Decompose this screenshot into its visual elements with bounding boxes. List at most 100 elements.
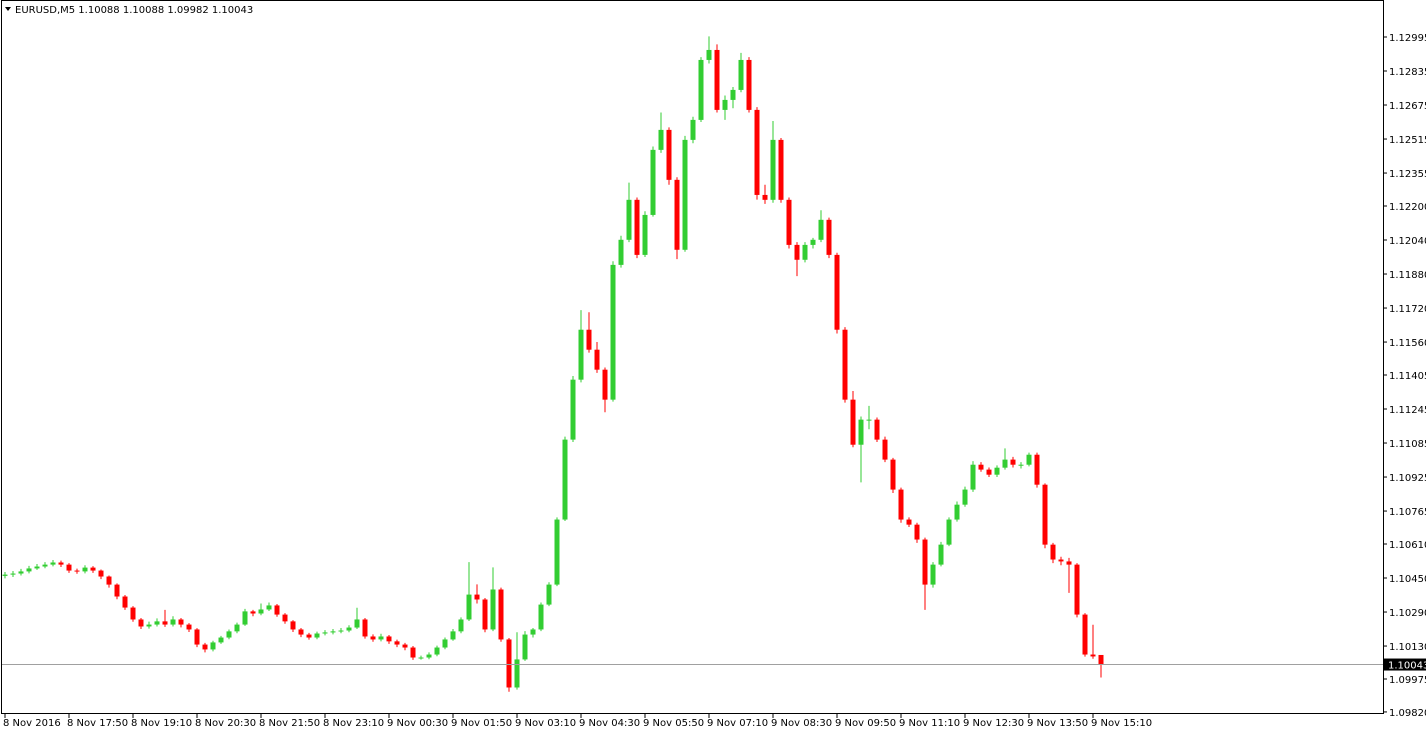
x-tick-label: 8 Nov 20:30 [195,718,256,729]
candle-body [770,139,776,200]
candle-body [426,654,432,658]
candle-body [1058,559,1064,562]
candle-body [946,519,952,545]
candle-body [58,562,64,565]
menu-arrow [5,7,11,11]
candle-body [258,609,264,614]
x-tick-label: 9 Nov 15:10 [1091,718,1152,729]
candle-body [98,570,104,577]
candle-body [394,641,400,645]
candle-body [994,467,1000,475]
candle-body [730,89,736,100]
candle-body [602,369,608,400]
candle-body [682,139,688,250]
x-tick-label: 9 Nov 01:50 [451,718,512,729]
candle-body [658,129,664,150]
candle-body [306,634,312,638]
candle-body [138,619,144,627]
y-tick-label: 1.11245 [1389,405,1426,416]
candle-body [482,599,488,630]
candle-body [1090,654,1096,657]
candle-body [410,647,416,658]
candle-body [298,629,304,635]
candle-body [882,439,888,460]
candle-body [754,109,760,195]
candle-body [634,199,640,255]
candle-body [538,604,544,630]
x-tick-label: 9 Nov 09:50 [835,718,896,729]
candle-body [834,254,840,330]
candle-body [34,566,40,569]
candle-body [746,59,752,110]
x-tick-label: 8 Nov 2016 [3,718,61,729]
candle-body [290,621,296,630]
candle-body [1026,454,1032,465]
candle-body [218,637,224,643]
x-tick-label: 9 Nov 07:10 [707,718,768,729]
candle-body [186,624,192,630]
candle-body [978,464,984,470]
y-tick-label: 1.11720 [1389,304,1426,315]
candle-body [650,149,656,215]
candle-body [850,399,856,445]
candle-body [474,594,480,600]
candle-body [962,489,968,505]
x-tick-label: 8 Nov 17:50 [67,718,128,729]
y-tick-label: 1.10925 [1389,473,1426,484]
candle-body [618,239,624,265]
candle-body [1082,614,1088,655]
candle-body [18,571,24,574]
y-tick-label: 1.12995 [1389,33,1426,44]
x-tick-label: 9 Nov 00:30 [387,718,448,729]
candle-body [82,567,88,572]
candle-body [954,504,960,520]
candle-body [1042,484,1048,545]
candle-body [938,544,944,565]
candle-body [338,630,344,632]
candle-body [1050,544,1056,560]
candle-body [594,349,600,370]
candle-body [154,621,160,625]
candle-body [554,519,560,585]
candle-body [10,573,16,575]
candle-body [706,49,712,60]
candle-body [690,119,696,140]
candle-body [250,611,256,614]
candle-body [442,639,448,648]
candle-body [1034,454,1040,485]
candle-body [714,49,720,110]
candle-body [490,589,496,630]
candle-body [794,244,800,260]
y-tick-label: 1.12675 [1389,101,1426,112]
candle-body [450,631,456,640]
candle-body [674,179,680,250]
y-tick-label: 1.11880 [1389,270,1426,281]
candle-body [362,619,368,637]
y-tick-label: 1.11085 [1389,439,1426,450]
current-price-label: 1.10043 [1388,661,1426,672]
x-tick-label: 9 Nov 05:50 [643,718,704,729]
candle-body [178,619,184,625]
candle-body [194,629,200,645]
x-tick-label: 9 Nov 13:50 [1027,718,1088,729]
candle-body [42,564,48,567]
candle-body [114,584,120,597]
y-tick-label: 1.11560 [1389,338,1426,349]
y-tick-label: 1.09820 [1389,708,1426,719]
candle-body [1098,654,1104,665]
candle-body [762,194,768,200]
candle-body [506,639,512,688]
candle-body [810,239,816,245]
x-tick-label: 8 Nov 19:10 [131,718,192,729]
candle-body [66,564,72,571]
candle-body [274,605,280,615]
candle-body [314,633,320,638]
y-tick-label: 1.10450 [1389,574,1426,585]
candle-body [162,621,168,625]
candle-body [330,631,336,633]
candle-body [1018,464,1024,466]
candle-body [170,619,176,625]
candle-body [90,567,96,571]
chart-title: EURUSD,M5 1.10088 1.10088 1.09982 1.1004… [15,5,253,16]
